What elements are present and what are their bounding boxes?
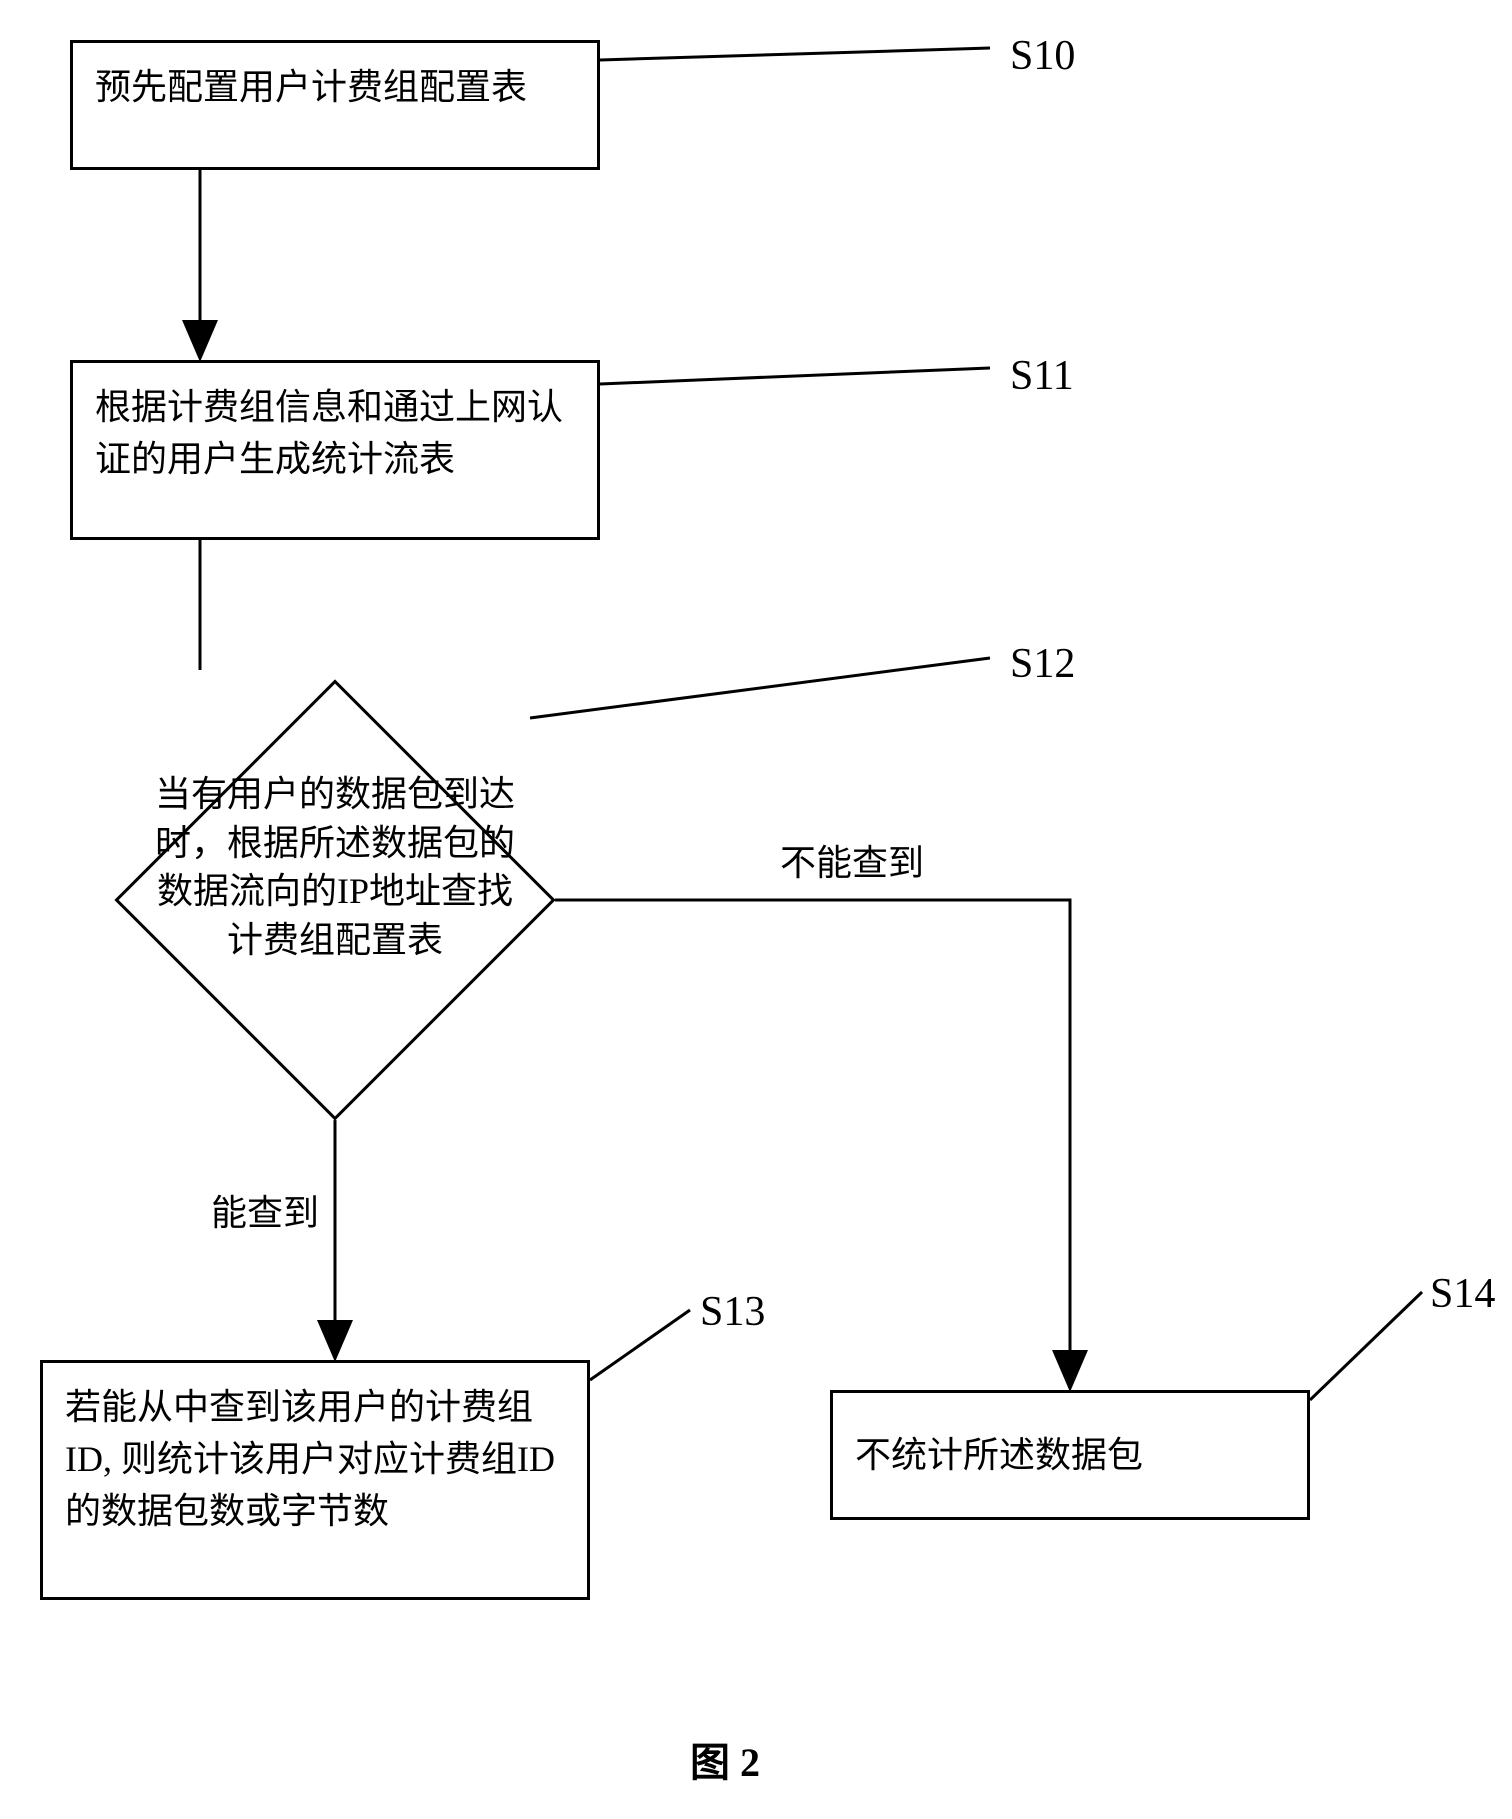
leader-s14	[1310, 1292, 1422, 1400]
leader-s10	[600, 48, 990, 60]
edge-label-no: 不能查到	[780, 840, 924, 887]
node-s11: 根据计费组信息和通过上网认证的用户生成统计流表	[70, 360, 600, 540]
label-s13: S13	[700, 1288, 765, 1336]
leader-s11	[600, 368, 990, 384]
node-s14-text: 不统计所述数据包	[855, 1429, 1143, 1481]
leader-s13	[590, 1310, 690, 1380]
label-s12: S12	[1010, 640, 1075, 688]
label-s11: S11	[1010, 352, 1074, 400]
node-s10-text: 预先配置用户计费组配置表	[95, 67, 527, 107]
node-s13-text: 若能从中查到该用户的计费组ID, 则统计该用户对应计费组ID的数据包数或字节数	[65, 1387, 555, 1531]
label-s10: S10	[1010, 32, 1075, 80]
node-s10: 预先配置用户计费组配置表	[70, 40, 600, 170]
node-s14: 不统计所述数据包	[830, 1390, 1310, 1520]
node-s11-text: 根据计费组信息和通过上网认证的用户生成统计流表	[95, 387, 563, 479]
edge-s12-s14	[555, 900, 1070, 1386]
edge-label-yes: 能查到	[210, 1190, 320, 1237]
node-s12	[115, 680, 555, 1120]
diamond-shape	[114, 679, 555, 1120]
node-s13: 若能从中查到该用户的计费组ID, 则统计该用户对应计费组ID的数据包数或字节数	[40, 1360, 590, 1600]
leader-s12	[530, 658, 990, 718]
label-s14: S14	[1430, 1270, 1495, 1318]
figure-caption: 图 2	[690, 1730, 760, 1788]
